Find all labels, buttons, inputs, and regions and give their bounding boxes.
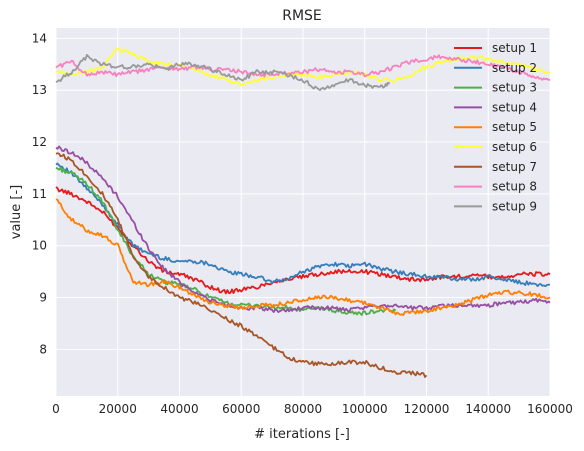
x-axis-label: # iterations [-] bbox=[254, 427, 350, 442]
y-tick-label: 12 bbox=[32, 135, 47, 149]
x-tick-label: 20000 bbox=[99, 402, 137, 416]
y-axis-ticks: 8 9 10 11 12 13 14 bbox=[32, 31, 47, 356]
chart-title: RMSE bbox=[282, 8, 322, 24]
x-tick-label: 120000 bbox=[404, 402, 450, 416]
y-tick-label: 9 bbox=[39, 291, 47, 305]
series-line-8 bbox=[55, 54, 551, 81]
x-tick-label: 0 bbox=[52, 402, 60, 416]
x-tick-label: 100000 bbox=[342, 402, 388, 416]
legend-label-3: setup 3 bbox=[492, 81, 537, 95]
legend-label-7: setup 7 bbox=[492, 160, 537, 174]
y-tick-label: 14 bbox=[32, 31, 47, 45]
series-line-4 bbox=[55, 145, 551, 314]
series-line-5 bbox=[55, 198, 551, 317]
series-lines bbox=[55, 47, 551, 378]
legend-label-8: setup 8 bbox=[492, 180, 537, 194]
y-tick-label: 10 bbox=[32, 239, 47, 253]
legend-label-5: setup 5 bbox=[492, 120, 537, 134]
legend-label-1: setup 1 bbox=[492, 41, 537, 55]
legend: setup 1 setup 2 setup 3 setup 4 setup 5 setup… bbox=[454, 41, 537, 213]
legend-label-6: setup 6 bbox=[492, 140, 537, 154]
series-line-9 bbox=[55, 54, 391, 92]
x-tick-label: 80000 bbox=[284, 402, 322, 416]
grid-lines bbox=[55, 28, 551, 396]
legend-label-2: setup 2 bbox=[492, 61, 537, 75]
series-line-1 bbox=[55, 186, 551, 295]
y-tick-label: 11 bbox=[32, 187, 47, 201]
legend-label-4: setup 4 bbox=[492, 100, 537, 114]
x-axis-ticks: 0 20000 40000 60000 80000 100000 120000 140000 1… bbox=[52, 402, 573, 416]
x-tick-label: 40000 bbox=[160, 402, 198, 416]
y-axis-label: value [-] bbox=[9, 185, 24, 239]
y-tick-label: 8 bbox=[39, 342, 47, 356]
x-tick-label: 160000 bbox=[527, 402, 573, 416]
y-tick-label: 13 bbox=[32, 83, 47, 97]
x-tick-label: 140000 bbox=[465, 402, 511, 416]
x-tick-label: 60000 bbox=[222, 402, 260, 416]
legend-label-9: setup 9 bbox=[492, 199, 537, 213]
series-line-2 bbox=[55, 162, 551, 288]
series-line-7 bbox=[55, 152, 428, 378]
